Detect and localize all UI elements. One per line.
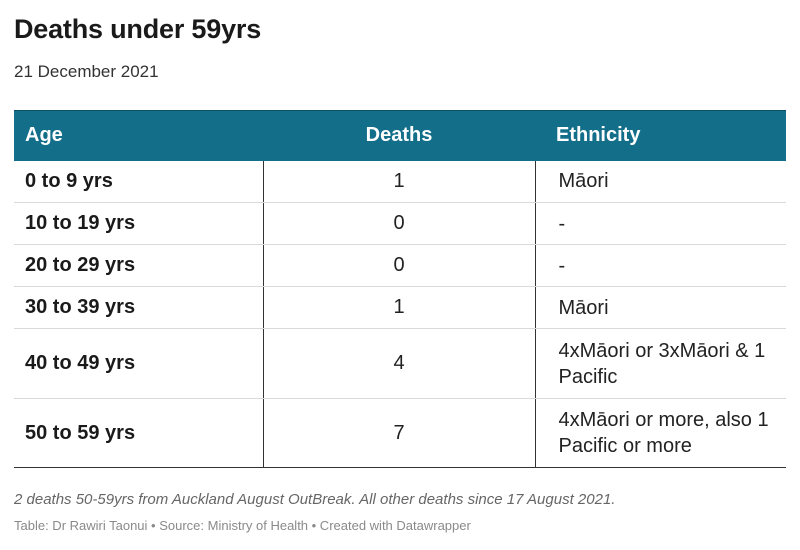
cell-deaths: 1 bbox=[263, 286, 536, 329]
cell-deaths: 7 bbox=[263, 398, 536, 468]
table-header: Age Deaths Ethnicity bbox=[14, 110, 786, 161]
table-row: 50 to 59 yrs 7 4xMāori or more, also 1 Pac… bbox=[14, 398, 786, 468]
cell-ethnicity: - bbox=[535, 202, 786, 245]
cell-age: 20 to 29 yrs bbox=[14, 244, 264, 287]
cell-deaths: 0 bbox=[263, 202, 536, 245]
cell-ethnicity: - bbox=[535, 244, 786, 287]
cell-ethnicity: 4xMāori or more, also 1 Pacific or more bbox=[535, 398, 786, 468]
cell-age: 40 to 49 yrs bbox=[14, 328, 264, 399]
cell-deaths: 1 bbox=[263, 160, 536, 203]
cell-deaths: 4 bbox=[263, 328, 536, 399]
chart-notes: 2 deaths 50-59yrs from Auckland August O… bbox=[14, 491, 616, 508]
chart-title: Deaths under 59yrs bbox=[14, 14, 262, 44]
cell-ethnicity: 4xMāori or 3xMāori & 1 Pacific bbox=[535, 328, 786, 399]
chart-subtitle: 21 December 2021 bbox=[14, 62, 159, 81]
cell-age: 50 to 59 yrs bbox=[14, 398, 264, 468]
column-header-ethnicity[interactable]: Ethnicity bbox=[556, 124, 641, 147]
cell-age: 0 to 9 yrs bbox=[14, 160, 264, 203]
table-header-row: Age Deaths Ethnicity bbox=[14, 110, 786, 161]
table-row: 10 to 19 yrs 0- bbox=[14, 202, 786, 245]
cell-age: 10 to 19 yrs bbox=[14, 202, 264, 245]
data-table: Age Deaths Ethnicity 0 to 9 yrs 1 Māori 10 … bbox=[14, 110, 786, 468]
cell-ethnicity: Māori bbox=[535, 286, 786, 329]
table-row: 20 to 29 yrs 0- bbox=[14, 244, 786, 287]
table-row: 40 to 49 yrs 4 4xMāori or 3xMāori & 1 Paci… bbox=[14, 328, 786, 399]
table-row: 0 to 9 yrs 1 Māori bbox=[14, 160, 786, 203]
cell-age: 30 to 39 yrs bbox=[14, 286, 264, 329]
column-header-deaths[interactable]: Deaths bbox=[365, 124, 433, 147]
source-line: Table: Dr Rawiri Taonui • Source: Minist… bbox=[14, 518, 471, 533]
column-header-age[interactable]: Age bbox=[25, 124, 63, 147]
table-row: 30 to 39 yrs 1 Māori bbox=[14, 286, 786, 329]
cell-ethnicity: Māori bbox=[535, 160, 786, 203]
cell-deaths: 0 bbox=[263, 244, 536, 287]
data-table-container: Age Deaths Ethnicity 0 to 9 yrs 1 Māori 10 … bbox=[14, 110, 786, 468]
table-body: 0 to 9 yrs 1 Māori 10 to 19 yrs 0-20 to 29 y… bbox=[14, 160, 786, 468]
